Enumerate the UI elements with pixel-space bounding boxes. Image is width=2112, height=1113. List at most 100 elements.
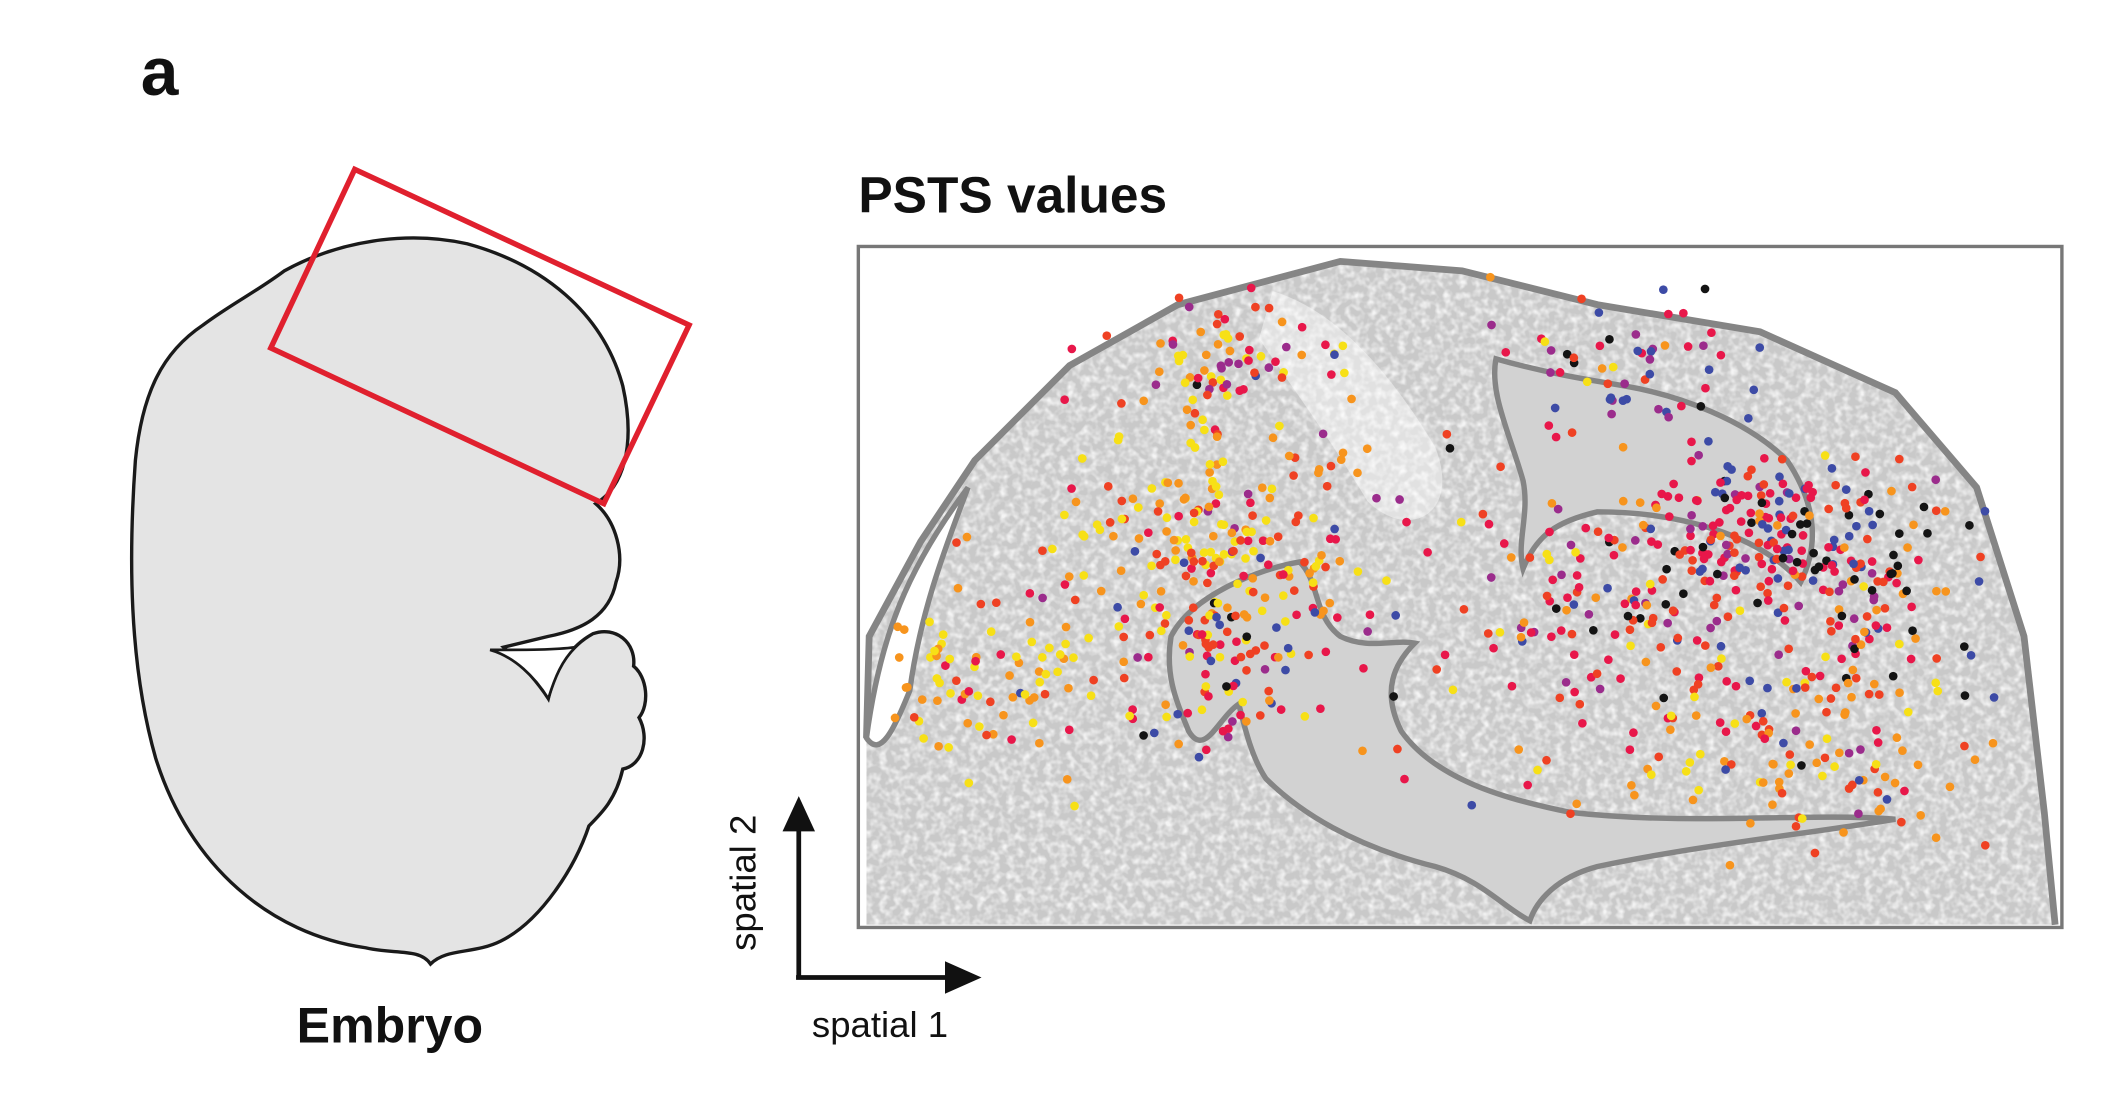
psts-point [1850,644,1859,654]
psts-point [1189,557,1199,566]
psts-point [1746,819,1755,828]
psts-point [1179,558,1189,568]
psts-point [1208,531,1218,541]
psts-point [1277,373,1287,382]
psts-point [1737,490,1746,500]
psts-point [1244,345,1254,355]
psts-point [1608,362,1618,372]
psts-point [1199,548,1209,557]
psts-point [1229,546,1238,556]
psts-point [1765,488,1775,498]
psts-point [917,695,927,704]
psts-point [1186,420,1196,430]
psts-point [1533,765,1542,775]
psts-point [1283,643,1293,653]
psts-point [1694,785,1704,795]
psts-point [1791,709,1800,718]
psts-point [1197,630,1207,639]
psts-point [1782,677,1791,687]
psts-plot [856,244,2064,930]
psts-point [935,678,944,688]
plot-title: PSTS values [858,166,1167,224]
psts-point [1228,717,1237,726]
psts-point [1248,511,1257,520]
psts-point [1773,608,1783,618]
psts-point [1242,612,1252,622]
psts-point [1248,573,1258,583]
psts-point [1041,669,1051,679]
psts-point [1205,459,1215,469]
psts-point [1700,284,1710,294]
psts-point [1144,528,1153,538]
psts-point [1242,527,1252,537]
psts-point [1635,614,1645,623]
psts-point [1824,504,1833,514]
psts-point [1772,521,1782,530]
psts-point [1070,595,1080,605]
psts-point [1626,641,1635,651]
psts-point [1668,606,1678,615]
psts-point [1038,546,1047,556]
tissue-outline [863,257,2059,926]
psts-point [953,583,963,593]
psts-point [1856,745,1865,754]
psts-point [1769,759,1778,769]
psts-point [1516,632,1526,642]
psts-point [1646,770,1656,780]
psts-point [1830,762,1839,771]
psts-point [1887,486,1896,496]
psts-point [1181,534,1191,544]
embryo-outline [129,236,648,967]
psts-point [1223,334,1233,343]
psts-point [1638,520,1648,530]
psts-point [1810,565,1820,575]
psts-point [1358,746,1367,756]
psts-point [1169,535,1179,545]
psts-point [1900,786,1909,796]
psts-point [1810,848,1820,858]
psts-point [1180,378,1190,387]
psts-point [1201,682,1211,691]
psts-point [1243,536,1253,546]
psts-point [1940,506,1950,516]
psts-point [1173,709,1183,719]
psts-point [1235,332,1245,341]
psts-point [1839,828,1848,837]
psts-point [1216,361,1226,371]
psts-point [1593,527,1603,537]
psts-point [1844,748,1854,758]
psts-point [1544,421,1554,430]
psts-point [1423,547,1432,557]
psts-point [1545,527,1554,537]
psts-point [1194,752,1204,762]
psts-point [1681,767,1691,776]
psts-point [1188,603,1198,613]
psts-point [1757,498,1767,508]
psts-point [1661,599,1671,609]
psts-point [1754,552,1764,562]
psts-point [1868,520,1877,530]
spatial-2-label: spatial 2 [722,815,763,951]
psts-point [1241,554,1250,563]
psts-point [1162,610,1171,620]
psts-point [964,778,974,788]
psts-point [1687,437,1696,447]
psts-point [1706,663,1716,672]
psts-point [1215,640,1225,649]
psts-point [1216,375,1226,385]
psts-point [1314,468,1323,478]
psts-point [1688,795,1698,805]
psts-point [1486,573,1496,582]
psts-point [1685,758,1695,767]
psts-point [1908,626,1917,636]
psts-point [1243,489,1253,499]
psts-point [1731,585,1741,595]
psts-point [1607,409,1616,419]
psts-point [1641,657,1651,667]
psts-point [1701,383,1710,393]
psts-point [1035,738,1044,748]
psts-point [909,713,919,722]
psts-point [1664,412,1673,422]
psts-point [1848,780,1857,790]
psts-point [1338,341,1348,351]
